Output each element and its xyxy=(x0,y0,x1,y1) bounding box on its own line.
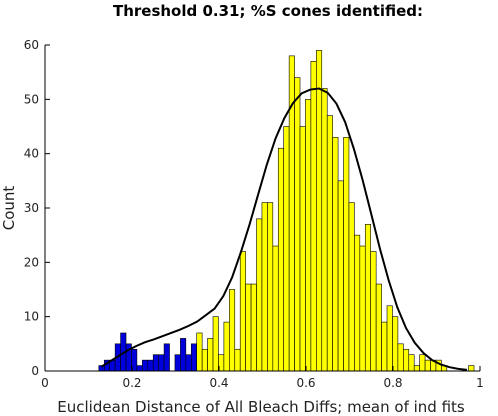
histogram-bar xyxy=(321,88,328,372)
y-tick-label: 10 xyxy=(24,310,39,324)
histogram-bar xyxy=(343,137,350,372)
histogram-bar xyxy=(207,338,214,372)
histogram-bar xyxy=(163,343,170,372)
histogram-bar xyxy=(364,224,372,372)
histogram-bar xyxy=(190,343,198,372)
histogram-bar xyxy=(267,202,274,372)
histogram-bar xyxy=(413,365,420,372)
histogram-bar xyxy=(419,354,426,372)
histogram-bar xyxy=(305,99,312,372)
histogram-bar xyxy=(408,354,415,372)
histogram-bar xyxy=(272,245,279,372)
histogram-bar xyxy=(359,245,366,372)
histogram-bar xyxy=(223,321,230,372)
histogram-bar xyxy=(277,147,285,372)
y-tick-label: 0 xyxy=(31,364,39,378)
histogram-bar xyxy=(310,60,317,372)
histogram-bar xyxy=(337,180,344,372)
histogram-bar xyxy=(354,234,361,372)
histogram-bar xyxy=(299,126,306,372)
histogram-bar xyxy=(174,354,181,372)
histogram-bar xyxy=(212,316,219,372)
histogram-bar xyxy=(316,50,323,372)
x-axis-label: Euclidean Distance of All Bleach Diffs; … xyxy=(57,398,465,416)
histogram-bar xyxy=(375,283,382,372)
y-tick-label: 40 xyxy=(24,147,39,161)
chart-title: Threshold 0.31; %S cones identified: xyxy=(113,2,423,20)
histogram-bar xyxy=(261,202,268,372)
histogram-bar xyxy=(381,321,388,372)
histogram-bar xyxy=(136,365,143,372)
histogram-bar xyxy=(239,251,246,372)
histogram-bar xyxy=(370,251,377,372)
x-tick-label: 0.6 xyxy=(296,376,315,390)
y-tick-label: 60 xyxy=(24,38,39,52)
histogram-bar xyxy=(180,338,187,372)
bars-layer xyxy=(98,50,475,372)
y-tick-label: 30 xyxy=(24,201,39,215)
histogram-bar xyxy=(250,283,257,372)
histogram-bar xyxy=(332,137,339,372)
histogram-bar xyxy=(147,359,154,372)
histogram-bar xyxy=(142,359,149,372)
histogram-bar xyxy=(158,354,165,372)
histogram-bar xyxy=(326,115,333,372)
y-tick-label: 50 xyxy=(24,92,39,106)
histogram-bar xyxy=(152,354,159,372)
x-tick-label: 1 xyxy=(476,376,484,390)
histogram-bar xyxy=(468,365,475,372)
histogram-bar xyxy=(256,218,263,372)
histogram-bar xyxy=(201,348,208,372)
x-tick-label: 0.4 xyxy=(209,376,228,390)
fit-curve xyxy=(101,87,468,371)
histogram-bar xyxy=(424,359,431,372)
histogram-bar xyxy=(386,305,393,372)
histogram-bar xyxy=(392,316,399,372)
histogram-bar xyxy=(234,348,241,372)
histogram-bar xyxy=(403,348,410,372)
histogram-bar xyxy=(294,77,301,372)
y-axis-label: Count xyxy=(0,186,18,231)
histogram-bar xyxy=(229,289,236,372)
x-tick-label: 0.2 xyxy=(122,376,141,390)
histogram-bar xyxy=(196,332,203,372)
x-tick-label: 0 xyxy=(41,376,49,390)
histogram-bar xyxy=(283,126,290,372)
histogram-bar xyxy=(397,343,404,372)
histogram-bar xyxy=(348,202,355,372)
x-tick-label: 0.8 xyxy=(383,376,402,390)
histogram-bar xyxy=(185,354,192,372)
histogram-bar xyxy=(245,283,252,372)
y-tick-label: 20 xyxy=(24,255,39,269)
